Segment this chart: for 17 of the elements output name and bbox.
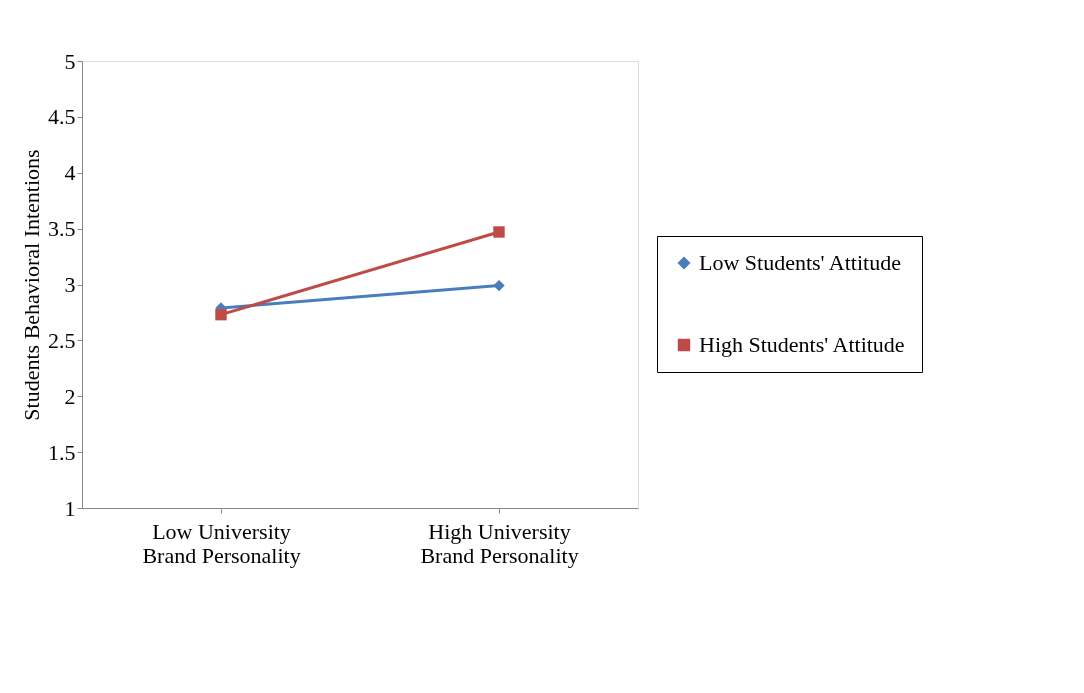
point bbox=[215, 308, 227, 321]
y-tick-label: 3 bbox=[64, 272, 76, 297]
point bbox=[493, 279, 505, 292]
x-tick-label: High University Brand Personality bbox=[420, 518, 579, 568]
legend-label: Low Students' Attitude bbox=[699, 250, 901, 275]
y-axis-title: Students Behavioral Intentions bbox=[19, 149, 44, 421]
point bbox=[493, 226, 505, 238]
y-tick-label: 1 bbox=[64, 495, 76, 521]
legend-label: High Students' Attitude bbox=[699, 332, 905, 357]
y-tick-label: 2 bbox=[64, 383, 76, 409]
x-tick-label: Low University Brand Personality bbox=[142, 518, 301, 568]
y-tick-label: 1.5 bbox=[48, 439, 76, 465]
y-tick-label: 2.5 bbox=[48, 327, 76, 353]
y-tick-label: 4 bbox=[64, 160, 76, 186]
y-tick-label: 3.5 bbox=[48, 216, 76, 242]
y-tick-label: 5 bbox=[64, 48, 76, 74]
y-tick-label: 4.5 bbox=[48, 104, 76, 130]
